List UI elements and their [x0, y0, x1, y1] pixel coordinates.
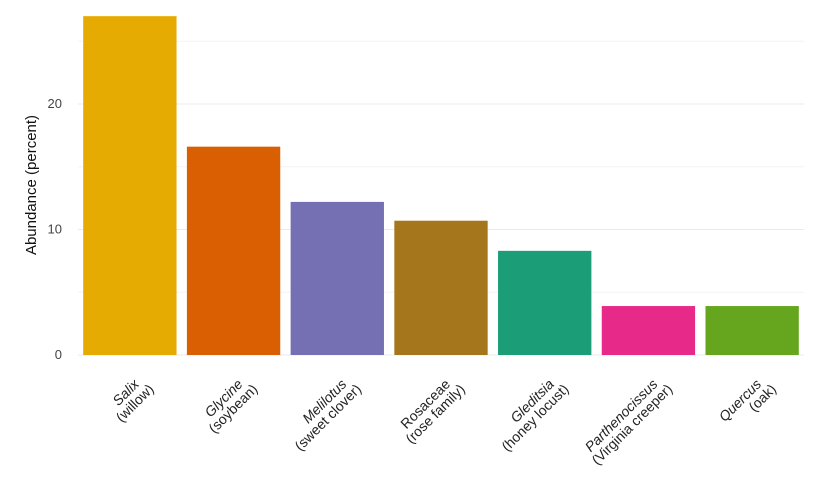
x-tick-label: Gleditsia(honey locust): [498, 376, 571, 455]
bar: [601, 306, 696, 355]
x-axis-labels: Salix(willow) Glycine(soybean) Melilotus(s…: [109, 375, 780, 468]
y-axis-title: Abundance (percent): [23, 115, 40, 255]
y-tick-label: 0: [55, 347, 62, 362]
x-tick-label: Quercus(oak): [716, 376, 780, 425]
x-tick-label: Parthenocissus(Virginia creeper): [582, 376, 676, 468]
y-tick-label: 10: [48, 222, 62, 237]
y-tick-label: 20: [48, 96, 62, 111]
bar: [394, 220, 488, 355]
x-tick-label: Melilotus(sweet clover): [291, 376, 364, 454]
bars: [83, 16, 799, 356]
bar: [498, 250, 592, 355]
y-axis-ticks: 0 10 20: [48, 96, 62, 362]
x-tick-label: Glycine(soybean): [201, 376, 260, 436]
x-tick-label: Rosaceae(rose family): [397, 376, 468, 447]
bar: [186, 146, 281, 355]
bar: [705, 306, 799, 355]
bar: [290, 201, 384, 355]
x-tick-label: Salix(willow): [109, 375, 157, 425]
bar: [83, 16, 177, 356]
